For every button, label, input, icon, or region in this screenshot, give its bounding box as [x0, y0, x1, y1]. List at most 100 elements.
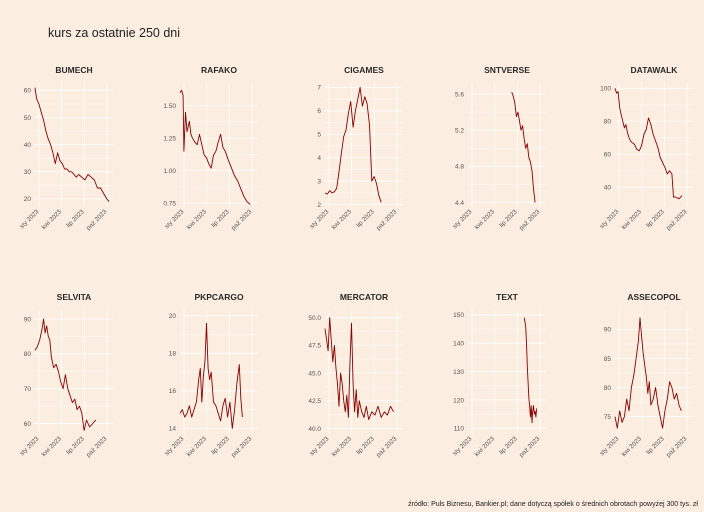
source-caption: źródło: Puls Biznesu, Bankier.pl; dane d… [408, 501, 698, 508]
panel-pkpcargo: PKPCARGO 14 16 18 20 sty 2023 kwi 2023 lip 2023… [164, 292, 258, 459]
x-tick-label: kwi 2023 [331, 208, 354, 231]
y-tick-label: 30 [24, 169, 32, 176]
x-tick-label: lip 2023 [498, 435, 519, 456]
x-tick-label: kwi 2023 [621, 435, 644, 458]
panel-title: MERCATOR [340, 292, 388, 302]
y-tick-label: 100 [600, 86, 611, 93]
y-tick-label: 75 [604, 414, 612, 421]
x-tick-label: lip 2023 [355, 435, 376, 456]
y-tick-label: 14 [169, 426, 177, 433]
price-line-rafako [179, 89, 251, 205]
x-tick-label: kwi 2023 [474, 208, 497, 231]
x-tick-label: sty 2023 [164, 208, 186, 230]
x-tick-label: sty 2023 [599, 435, 621, 457]
y-tick-label: 4.8 [455, 164, 464, 171]
y-tick-label: 40 [604, 185, 612, 192]
price-line-mercator [324, 317, 394, 421]
price-line-datawalk [614, 88, 683, 200]
y-tick-label: 2 [317, 202, 321, 209]
panel-sntverse: SNTVERSE 4.4 4.8 5.2 5.6 sty 2023 kwi 2023 lip … [452, 65, 546, 232]
y-tick-label: 4.4 [455, 200, 464, 207]
y-tick-label: 120 [453, 397, 464, 404]
y-tick-label: 7 [317, 85, 321, 92]
panel-mercator: MERCATOR 40.0 42.5 45.0 47.5 50.0 sty 2023 kwi … [308, 292, 403, 459]
x-tick-label: lip 2023 [645, 208, 666, 229]
x-tick-label: sty 2023 [309, 435, 331, 457]
panel-text: TEXT 110 120 130 140 150 sty 2023 kwi 2023 lip 2… [452, 292, 546, 459]
y-tick-label: 140 [453, 341, 464, 348]
y-tick-label: 5.6 [455, 91, 464, 98]
y-tick-label: 47.5 [308, 343, 321, 350]
x-tick-label: paź 2023 [665, 435, 689, 459]
y-tick-label: 60 [604, 152, 612, 159]
x-tick-label: lip 2023 [498, 208, 519, 229]
y-tick-label: 45.0 [308, 370, 321, 377]
panel-bumech: BUMECH 20 30 40 50 60 sty 2023 kwi 2023 lip 2023… [19, 65, 113, 232]
y-tick-label: 130 [453, 369, 464, 376]
y-tick-label: 1.00 [163, 168, 176, 175]
y-tick-label: 80 [24, 351, 32, 358]
panel-selvita: SELVITA 60 70 80 90 sty 2023 kwi 2023 lip 2023 p… [19, 292, 113, 459]
y-tick-label: 40.0 [308, 426, 321, 433]
price-line-cigames [324, 86, 382, 203]
y-tick-label: 50 [24, 115, 32, 122]
x-tick-label: lip 2023 [210, 208, 231, 229]
y-tick-label: 5.2 [455, 127, 464, 134]
x-tick-label: sty 2023 [19, 208, 41, 230]
y-tick-label: 3 [317, 178, 321, 185]
x-tick-label: kwi 2023 [186, 208, 209, 231]
y-tick-label: 20 [24, 196, 32, 203]
x-tick-label: kwi 2023 [41, 208, 64, 231]
y-tick-label: 1.25 [163, 136, 176, 143]
panel-title: PKPCARGO [194, 292, 244, 302]
x-tick-label: lip 2023 [645, 435, 666, 456]
panel-datawalk: DATAWALK 40 60 80 100 sty 2023 kwi 2023 lip 202… [599, 65, 693, 232]
y-tick-label: 18 [169, 351, 177, 358]
y-tick-label: 85 [604, 356, 612, 363]
panel-title: TEXT [496, 292, 519, 302]
panel-title: SNTVERSE [484, 65, 530, 75]
panel-title: SELVITA [57, 292, 92, 302]
x-tick-label: paź 2023 [375, 208, 399, 232]
x-tick-label: lip 2023 [355, 208, 376, 229]
y-tick-label: 50.0 [308, 315, 321, 322]
panel-assecopol: ASSECOPOL 75 80 85 90 sty 2023 kwi 2023 lip 202… [599, 292, 693, 459]
y-tick-label: 80 [604, 385, 612, 392]
panel-title: BUMECH [55, 65, 92, 75]
x-tick-label: sty 2023 [599, 208, 621, 230]
x-tick-label: kwi 2023 [331, 435, 354, 458]
x-tick-label: sty 2023 [452, 435, 474, 457]
price-line-assecopol [614, 317, 682, 429]
y-tick-label: 6 [317, 108, 321, 115]
panel-rafako: RAFAKO 0.75 1.00 1.25 1.50 sty 2023 kwi 2023 li… [163, 65, 258, 232]
y-tick-label: 60 [24, 421, 32, 428]
y-tick-label: 70 [24, 386, 32, 393]
x-tick-label: sty 2023 [452, 208, 474, 230]
y-tick-label: 90 [604, 327, 612, 334]
x-tick-label: paź 2023 [85, 435, 109, 459]
x-tick-label: kwi 2023 [186, 435, 209, 458]
y-tick-label: 5 [317, 132, 321, 139]
x-tick-label: paź 2023 [230, 208, 254, 232]
y-tick-label: 150 [453, 312, 464, 319]
y-tick-label: 90 [24, 316, 32, 323]
y-tick-label: 20 [169, 313, 177, 320]
y-tick-label: 42.5 [308, 398, 321, 405]
panel-title: CIGAMES [344, 65, 384, 75]
x-tick-label: sty 2023 [19, 435, 41, 457]
y-tick-label: 110 [454, 426, 465, 433]
panel-title: DATAWALK [631, 65, 679, 75]
x-tick-label: lip 2023 [65, 208, 86, 229]
chart-title: kurs za ostatnie 250 dni [48, 26, 181, 40]
y-tick-label: 1.50 [163, 103, 176, 110]
x-tick-label: lip 2023 [210, 435, 231, 456]
panel-cigames: CIGAMES 2 3 4 5 6 7 sty 2023 kwi 2023 lip 2023 paź… [309, 65, 403, 232]
x-tick-label: paź 2023 [375, 435, 399, 459]
x-tick-label: paź 2023 [518, 208, 542, 232]
y-tick-label: 0.75 [163, 200, 176, 207]
y-tick-label: 60 [24, 88, 32, 95]
y-tick-label: 80 [604, 119, 612, 126]
panel-title: ASSECOPOL [627, 292, 680, 302]
x-tick-label: lip 2023 [65, 435, 86, 456]
